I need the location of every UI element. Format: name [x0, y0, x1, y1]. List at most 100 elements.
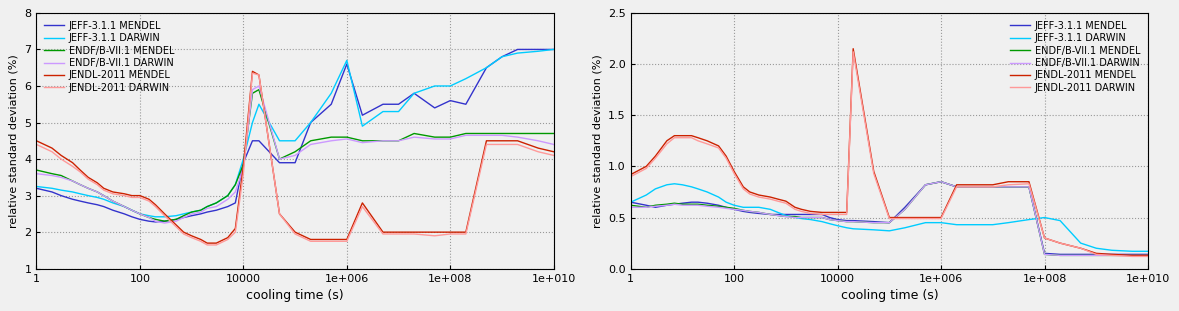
JENDL-2011 DARWIN	[803, 211, 817, 215]
ENDF/B-VII.1 MENDEL	[459, 132, 473, 135]
JEFF-3.1.1 DARWIN	[407, 91, 421, 95]
JEFF-3.1.1 DARWIN	[830, 224, 844, 228]
JENDL-2011 DARWIN	[867, 172, 881, 175]
ENDF/B-VII.1 DARWIN	[1022, 185, 1036, 189]
JENDL-2011 MENDEL	[763, 195, 777, 199]
JEFF-3.1.1 DARWIN	[1089, 246, 1104, 250]
JEFF-3.1.1 MENDEL	[727, 207, 742, 211]
Line: JEFF-3.1.1 MENDEL: JEFF-3.1.1 MENDEL	[37, 49, 554, 222]
ENDF/B-VII.1 DARWIN	[324, 139, 338, 143]
JEFF-3.1.1 MENDEL	[700, 201, 714, 205]
ENDF/B-VII.1 DARWIN	[867, 221, 881, 225]
JEFF-3.1.1 DARWIN	[788, 216, 802, 219]
JEFF-3.1.1 MENDEL	[209, 208, 223, 212]
JEFF-3.1.1 DARWIN	[97, 197, 111, 201]
JEFF-3.1.1 DARWIN	[141, 214, 156, 218]
ENDF/B-VII.1 MENDEL	[91, 190, 105, 194]
ENDF/B-VII.1 MENDEL	[169, 217, 183, 221]
JEFF-3.1.1 DARWIN	[531, 49, 545, 53]
ENDF/B-VII.1 DARWIN	[209, 205, 223, 208]
ENDF/B-VII.1 MENDEL	[185, 210, 199, 214]
ENDF/B-VII.1 MENDEL	[29, 168, 44, 172]
JEFF-3.1.1 MENDEL	[1074, 253, 1088, 256]
JEFF-3.1.1 DARWIN	[236, 157, 250, 161]
Y-axis label: relative standard deviation (%): relative standard deviation (%)	[9, 54, 19, 228]
JEFF-3.1.1 DARWIN	[459, 77, 473, 81]
ENDF/B-VII.1 MENDEL	[1125, 253, 1139, 257]
JEFF-3.1.1 MENDEL	[252, 139, 266, 143]
JEFF-3.1.1 MENDEL	[867, 220, 881, 224]
JEFF-3.1.1 MENDEL	[882, 221, 896, 225]
JEFF-3.1.1 DARWIN	[133, 212, 147, 216]
ENDF/B-VII.1 MENDEL	[1089, 253, 1104, 257]
JENDL-2011 DARWIN	[667, 136, 681, 140]
JEFF-3.1.1 MENDEL	[934, 180, 948, 183]
JENDL-2011 MENDEL	[376, 230, 390, 234]
Line: JEFF-3.1.1 DARWIN: JEFF-3.1.1 DARWIN	[37, 49, 554, 217]
JENDL-2011 MENDEL	[719, 154, 733, 158]
JENDL-2011 MENDEL	[1125, 253, 1139, 257]
JENDL-2011 DARWIN	[1038, 236, 1052, 240]
JENDL-2011 MENDEL	[200, 241, 215, 245]
ENDF/B-VII.1 DARWIN	[169, 219, 183, 223]
JENDL-2011 DARWIN	[324, 239, 338, 243]
JEFF-3.1.1 DARWIN	[823, 222, 837, 225]
JEFF-3.1.1 DARWIN	[727, 203, 742, 207]
JENDL-2011 DARWIN	[288, 232, 302, 236]
JEFF-3.1.1 MENDEL	[1089, 253, 1104, 256]
JENDL-2011 DARWIN	[91, 183, 105, 187]
JENDL-2011 MENDEL	[117, 192, 131, 196]
JEFF-3.1.1 MENDEL	[495, 55, 509, 58]
JENDL-2011 MENDEL	[288, 230, 302, 234]
JENDL-2011 DARWIN	[882, 217, 896, 220]
JEFF-3.1.1 DARWIN	[1125, 249, 1139, 253]
ENDF/B-VII.1 MENDEL	[660, 202, 674, 206]
ENDF/B-VII.1 DARWIN	[407, 135, 421, 139]
JENDL-2011 DARWIN	[340, 239, 354, 243]
JEFF-3.1.1 DARWIN	[324, 91, 338, 95]
JEFF-3.1.1 DARWIN	[355, 124, 369, 128]
ENDF/B-VII.1 MENDEL	[177, 214, 191, 218]
JEFF-3.1.1 DARWIN	[986, 223, 1000, 226]
ENDF/B-VII.1 DARWIN	[934, 180, 948, 183]
ENDF/B-VII.1 MENDEL	[898, 207, 913, 211]
ENDF/B-VII.1 MENDEL	[443, 135, 457, 139]
ENDF/B-VII.1 DARWIN	[898, 207, 913, 211]
JEFF-3.1.1 MENDEL	[949, 185, 963, 189]
JENDL-2011 DARWIN	[970, 185, 984, 189]
JEFF-3.1.1 MENDEL	[288, 161, 302, 165]
JEFF-3.1.1 DARWIN	[229, 183, 243, 187]
ENDF/B-VII.1 DARWIN	[1001, 185, 1015, 189]
ENDF/B-VII.1 DARWIN	[743, 210, 757, 213]
JEFF-3.1.1 DARWIN	[376, 110, 390, 114]
JEFF-3.1.1 DARWIN	[847, 227, 861, 231]
JEFF-3.1.1 DARWIN	[428, 84, 442, 88]
JEFF-3.1.1 MENDEL	[752, 211, 766, 215]
ENDF/B-VII.1 MENDEL	[648, 203, 663, 207]
ENDF/B-VII.1 DARWIN	[648, 204, 663, 208]
X-axis label: cooling time (s): cooling time (s)	[246, 289, 344, 302]
JEFF-3.1.1 MENDEL	[391, 102, 406, 106]
JEFF-3.1.1 DARWIN	[54, 188, 68, 192]
ENDF/B-VII.1 DARWIN	[547, 142, 561, 146]
JEFF-3.1.1 DARWIN	[169, 214, 183, 218]
ENDF/B-VII.1 MENDEL	[823, 218, 837, 221]
JENDL-2011 DARWIN	[949, 185, 963, 189]
JENDL-2011 DARWIN	[158, 214, 172, 218]
JEFF-3.1.1 MENDEL	[667, 202, 681, 206]
JEFF-3.1.1 DARWIN	[303, 121, 317, 124]
ENDF/B-VII.1 DARWIN	[459, 133, 473, 137]
JENDL-2011 DARWIN	[355, 205, 369, 208]
JENDL-2011 DARWIN	[624, 175, 638, 179]
JENDL-2011 DARWIN	[443, 232, 457, 236]
ENDF/B-VII.1 DARWIN	[788, 216, 802, 219]
ENDF/B-VII.1 MENDEL	[511, 132, 525, 135]
ENDF/B-VII.1 DARWIN	[29, 172, 44, 175]
JENDL-2011 DARWIN	[1053, 241, 1067, 245]
JENDL-2011 DARWIN	[106, 192, 120, 196]
JEFF-3.1.1 MENDEL	[272, 161, 286, 165]
JENDL-2011 DARWIN	[391, 232, 406, 236]
ENDF/B-VII.1 MENDEL	[624, 203, 638, 207]
JEFF-3.1.1 DARWIN	[272, 139, 286, 143]
JENDL-2011 MENDEL	[934, 216, 948, 219]
